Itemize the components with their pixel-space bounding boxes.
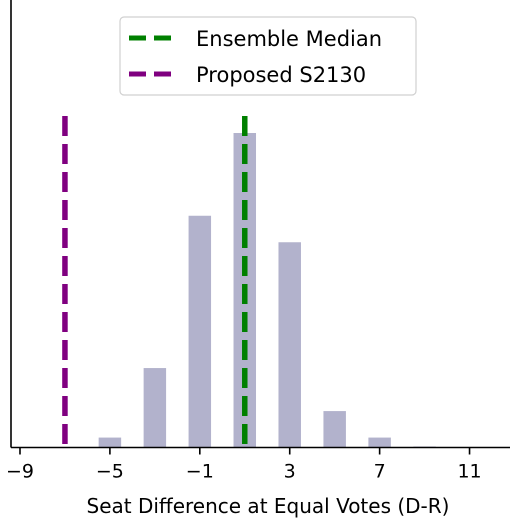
x-tick-label-3: 3	[284, 461, 296, 483]
legend-label-proposed-s2130: Proposed S2130	[196, 63, 366, 87]
x-tick-label-0: −9	[6, 461, 34, 483]
x-ticks-layer: −9 −5 −1 3 7 11	[6, 447, 482, 483]
x-tick-label-4: 7	[374, 461, 386, 483]
x-tick-label-5: 11	[457, 461, 481, 483]
legend: Ensemble Median Proposed S2130	[119, 16, 417, 96]
bar-7	[368, 437, 391, 448]
bar-neg3	[143, 368, 167, 448]
bars-layer	[98, 133, 436, 448]
legend-label-ensemble-median: Ensemble Median	[196, 27, 382, 51]
x-tick-label-2: −1	[186, 461, 214, 483]
x-axis-label: Seat Difference at Equal Votes (D-R)	[87, 494, 450, 518]
x-tick-label-1: −5	[96, 461, 124, 483]
bar-neg5	[98, 437, 122, 448]
bar-neg1	[188, 215, 212, 448]
bar-3	[278, 242, 301, 448]
bar-5	[323, 411, 346, 448]
legend-box	[119, 16, 417, 96]
